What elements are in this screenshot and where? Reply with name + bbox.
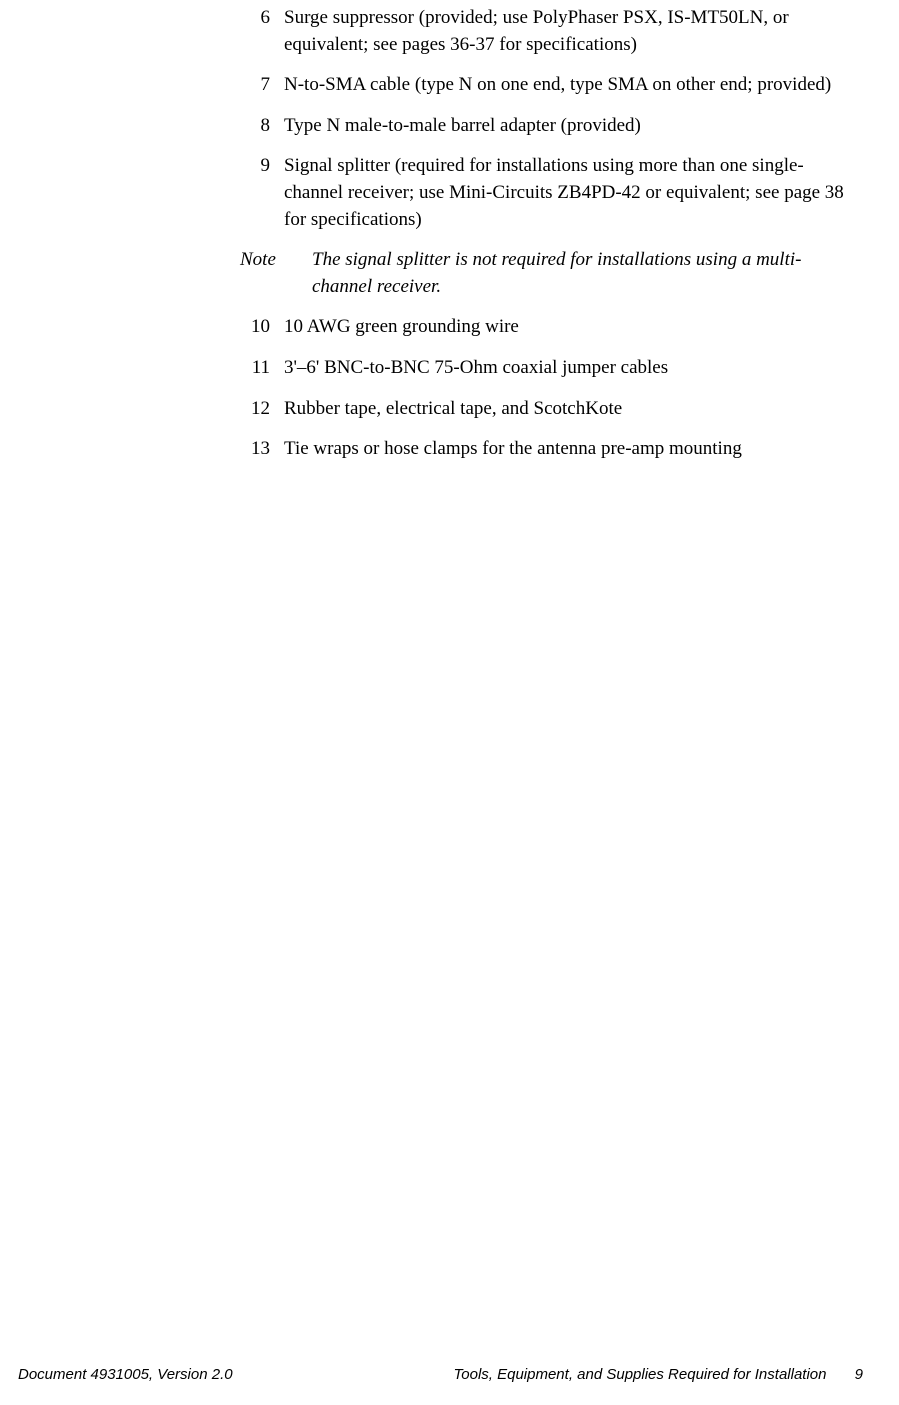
list-number: 12 [240, 396, 284, 423]
list-item: 9 Signal splitter (required for installa… [240, 153, 857, 233]
list-item: 12 Rubber tape, electrical tape, and Sco… [240, 396, 857, 423]
list-text: N-to-SMA cable (type N on one end, type … [284, 72, 857, 99]
list-number: 8 [240, 113, 284, 140]
footer-section-text: Tools, Equipment, and Supplies Required … [453, 1366, 826, 1383]
list-item: 7 N-to-SMA cable (type N on one end, typ… [240, 72, 857, 99]
list-item: 10 10 AWG green grounding wire [240, 314, 857, 341]
list-item: 6 Surge suppressor (provided; use PolyPh… [240, 5, 857, 58]
note-label: Note [240, 247, 312, 300]
list-text: Tie wraps or hose clamps for the antenna… [284, 436, 857, 463]
footer-document-id: Document 4931005, Version 2.0 [18, 1366, 233, 1383]
note-text: The signal splitter is not required for … [312, 247, 857, 300]
list-item: 13 Tie wraps or hose clamps for the ante… [240, 436, 857, 463]
footer-page-number: 9 [855, 1366, 863, 1383]
list-text: Type N male-to-male barrel adapter (prov… [284, 113, 857, 140]
note-row: Note The signal splitter is not required… [240, 247, 857, 300]
list-number: 11 [240, 355, 284, 382]
list-text: Surge suppressor (provided; use PolyPhas… [284, 5, 857, 58]
list-number: 6 [240, 5, 284, 58]
list-text: 10 AWG green grounding wire [284, 314, 857, 341]
list-number: 9 [240, 153, 284, 233]
list-number: 10 [240, 314, 284, 341]
page-content: 6 Surge suppressor (provided; use PolyPh… [0, 0, 899, 463]
list-item: 8 Type N male-to-male barrel adapter (pr… [240, 113, 857, 140]
list-number: 7 [240, 72, 284, 99]
footer-section-title: Tools, Equipment, and Supplies Required … [453, 1366, 863, 1383]
list-text: 3'–6' BNC-to-BNC 75-Ohm coaxial jumper c… [284, 355, 857, 382]
list-text: Signal splitter (required for installati… [284, 153, 857, 233]
page-footer: Document 4931005, Version 2.0 Tools, Equ… [0, 1366, 899, 1383]
list-item: 11 3'–6' BNC-to-BNC 75-Ohm coaxial jumpe… [240, 355, 857, 382]
list-number: 13 [240, 436, 284, 463]
list-text: Rubber tape, electrical tape, and Scotch… [284, 396, 857, 423]
